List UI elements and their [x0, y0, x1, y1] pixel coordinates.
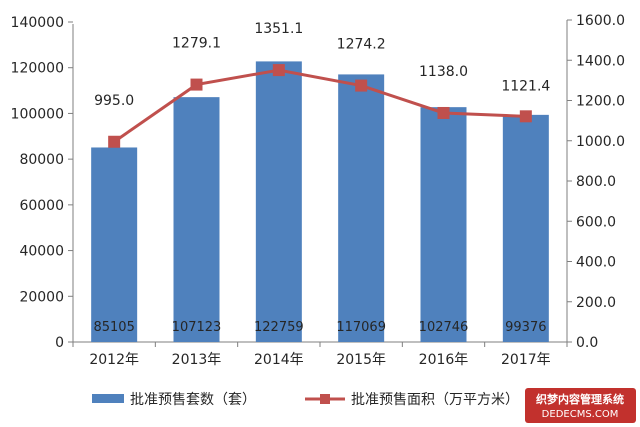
bar-data-labels: 85105 107123 122759 117069 102746 99376	[93, 320, 546, 335]
bar-value-label: 85105	[93, 320, 134, 335]
line-marker	[272, 64, 285, 77]
category-label: 2014年	[254, 352, 304, 368]
line-marker	[190, 78, 203, 91]
right-tick-label: 1400.0	[576, 53, 625, 69]
legend-label-line: 批准预售面积（万平方米）	[351, 392, 519, 408]
right-tick-label: 1000.0	[576, 134, 625, 150]
bar-value-label: 122759	[254, 320, 304, 335]
line-value-label: 1138.0	[419, 64, 468, 80]
line-data-labels: 995.0 1279.1 1351.1 1274.2 1138.0 1121.4	[94, 21, 550, 109]
bar	[502, 114, 549, 342]
left-tick-label: 140000	[11, 15, 64, 31]
line-marker	[108, 135, 121, 148]
right-tick-label: 600.0	[576, 214, 616, 230]
line-series	[108, 64, 532, 148]
right-tick-label: 800.0	[576, 174, 616, 190]
bar-value-label: 117069	[336, 320, 386, 335]
watermark-domain: DEDECMS.COM	[542, 409, 619, 420]
line-value-label: 1121.4	[501, 78, 550, 94]
left-tick-label: 20000	[19, 289, 64, 305]
category-labels: 2012年 2013年 2014年 2015年 2016年 2017年	[72, 342, 568, 368]
legend-swatch-marker	[320, 394, 330, 404]
bar-series	[91, 61, 549, 343]
axes-layer	[72, 20, 568, 343]
bar	[420, 107, 467, 342]
left-tick-label: 40000	[19, 244, 64, 260]
bar-value-label: 102746	[419, 320, 469, 335]
category-label: 2015年	[336, 352, 386, 368]
bar	[255, 61, 302, 343]
right-tick-label: 1200.0	[576, 94, 625, 110]
bar-value-label: 99376	[505, 320, 546, 335]
line-value-label: 995.0	[94, 93, 134, 109]
category-label: 2017年	[501, 352, 551, 368]
line-path	[113, 68, 526, 143]
legend-swatch-bar	[92, 394, 124, 403]
right-tick-label: 400.0	[576, 255, 616, 271]
left-tick-label: 100000	[11, 106, 64, 122]
bar-value-label: 107123	[172, 320, 222, 335]
right-tick-label: 0.0	[576, 335, 598, 351]
category-label: 2012年	[89, 352, 139, 368]
left-tick-labels: 0 20000 40000 60000 80000 100000 120000 140000	[11, 15, 73, 351]
bar	[91, 147, 138, 342]
category-label: 2013年	[172, 352, 222, 368]
right-tick-labels: 0.0 200.0 400.0 600.0 800.0 1000.0 1200.0 1400.…	[567, 13, 625, 351]
right-tick-label: 200.0	[576, 295, 616, 311]
left-tick-label: 60000	[19, 198, 64, 214]
watermark-title: 织梦内容管理系统	[536, 392, 624, 406]
bar	[173, 97, 220, 342]
left-tick-label: 80000	[19, 152, 64, 168]
legend-label-bar: 批准预售套数（套）	[130, 392, 256, 408]
line-value-label: 1279.1	[172, 36, 221, 52]
line-value-label: 1351.1	[254, 21, 303, 37]
line-marker	[519, 110, 532, 123]
watermark-background	[525, 388, 636, 423]
watermark: 织梦内容管理系统 DEDECMS.COM	[525, 388, 636, 423]
left-tick-label: 0	[55, 335, 64, 351]
left-tick-label: 120000	[11, 61, 64, 77]
legend: 批准预售套数（套） 批准预售面积（万平方米）	[92, 392, 519, 408]
right-tick-label: 1600.0	[576, 13, 625, 29]
bar	[338, 74, 385, 343]
line-value-label: 1274.2	[337, 37, 386, 53]
line-marker	[437, 106, 450, 119]
line-marker	[355, 79, 368, 92]
category-label: 2016年	[419, 352, 469, 368]
